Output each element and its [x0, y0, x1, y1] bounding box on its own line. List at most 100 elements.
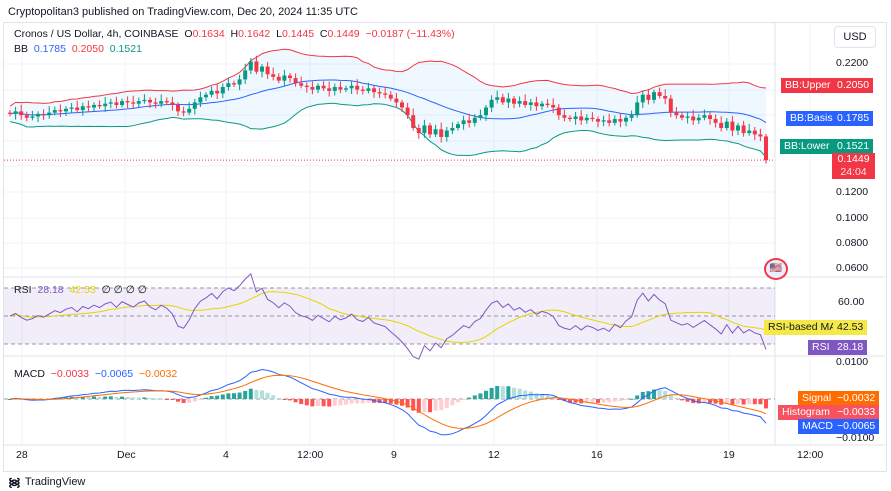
candle-body: [506, 98, 511, 103]
candle-body: [103, 103, 108, 107]
macd-histogram-bar: [114, 396, 119, 399]
macd-histogram-bar: [181, 399, 186, 403]
macd-tick: 0.0100: [836, 356, 869, 368]
candle-body: [668, 98, 673, 113]
bb-basis-value: 0.1785: [33, 43, 66, 55]
macd-histogram-bar: [433, 399, 438, 411]
candle-body: [293, 78, 298, 84]
candle-body: [159, 101, 164, 104]
candle-body: [254, 61, 259, 72]
macd-histogram-bar: [506, 386, 511, 399]
candle-body: [204, 94, 208, 98]
price-tick: 0.1200: [836, 186, 869, 198]
rsi-legend[interactable]: RSI 28.18 42.53 ∅ ∅ ∅ ∅: [14, 284, 147, 296]
rsi-ma-line: [9, 291, 767, 343]
macd-histogram-bar: [467, 397, 472, 399]
candle-body: [24, 115, 29, 118]
candle-body: [243, 70, 248, 80]
macd-histogram-bar: [472, 395, 477, 399]
macd-histogram-bar: [590, 399, 595, 403]
candle-body: [47, 112, 52, 116]
macd-histogram-bar: [159, 398, 164, 400]
candle-body: [456, 124, 460, 128]
macd-histogram-bar: [489, 387, 494, 399]
macd-histogram-bar: [232, 393, 236, 399]
rsi-ma-value: 42.53: [69, 284, 96, 296]
candle-body: [590, 117, 595, 120]
bb-fill: [10, 49, 766, 158]
rsi-line: [9, 273, 767, 360]
bb-legend[interactable]: BB 0.1785 0.2050 0.1521: [14, 43, 142, 55]
symbol-title[interactable]: Cronos / US Dollar, 4h, COINBASE: [14, 28, 179, 40]
l-label: L: [276, 28, 282, 40]
candle-body: [556, 107, 561, 116]
macd-histogram-bar: [170, 399, 175, 400]
macd-histogram-bar: [198, 399, 203, 400]
candle-body: [192, 102, 197, 109]
candle-body: [640, 94, 645, 103]
candle-body: [299, 83, 304, 86]
signal-tag-value: −0.0032: [833, 391, 880, 406]
macd-histogram-bar: [243, 390, 248, 399]
macd-histogram-bar: [394, 399, 399, 405]
macd-histogram-bar: [349, 399, 354, 404]
time-tick: 16: [591, 449, 603, 461]
candle-body: [478, 115, 483, 118]
candle-body: [601, 120, 606, 122]
rsi-tag-value: 28.18: [833, 340, 868, 355]
time-tick: 28: [16, 449, 28, 461]
macd-histogram-bar: [19, 398, 24, 400]
rsi-label: RSI: [14, 284, 32, 296]
candle-body: [696, 117, 701, 121]
macd-histogram-bar: [484, 390, 488, 399]
candle-body: [220, 87, 225, 94]
macd-histogram-bar: [316, 399, 320, 407]
macd-histogram-bar: [612, 399, 617, 402]
macd-signal-value: −0.0032: [138, 368, 178, 380]
macd-histogram-bar: [388, 399, 393, 404]
candle-body: [444, 130, 449, 137]
candle-body: [383, 93, 388, 95]
macd-histogram-bar: [288, 399, 292, 401]
macd-histogram-bar: [237, 392, 242, 399]
macd-histogram-bar: [629, 398, 634, 400]
footer-brand[interactable]: ᯼ TradingView: [8, 473, 85, 490]
bb-basis-tag-value: 0.1785: [833, 111, 874, 126]
candle-body: [562, 115, 567, 118]
signal-line: [9, 374, 767, 429]
candle-body: [80, 106, 85, 111]
bb-lower-tag-value: 0.1521: [833, 139, 874, 154]
candle-body: [629, 115, 634, 118]
low-value: 0.1445: [281, 28, 315, 40]
candle-body: [394, 98, 399, 103]
time-tick: 4: [223, 449, 229, 461]
candle-body: [752, 130, 757, 135]
macd-histogram-bar: [304, 399, 309, 406]
macd-tick: −0.0100: [836, 432, 875, 444]
macd-histogram-bar: [764, 399, 768, 409]
macd-histogram-bar: [478, 393, 483, 399]
candle-body: [612, 119, 617, 123]
currency-button[interactable]: USD: [834, 26, 876, 48]
macd-histogram-bar: [254, 389, 259, 399]
us-flag-event-icon[interactable]: 🇺🇸: [764, 258, 788, 280]
macd-histogram-bar: [332, 399, 337, 406]
candle-body: [433, 129, 438, 135]
candle-body: [120, 101, 124, 105]
macd-histogram-bar: [461, 399, 466, 400]
candle-body: [125, 101, 130, 103]
candle-body: [691, 116, 696, 121]
candle-body: [411, 115, 416, 128]
candle-body: [528, 102, 533, 105]
time-tick: Dec: [117, 449, 136, 461]
candle-body: [646, 94, 651, 100]
macd-histogram-bar: [528, 391, 533, 399]
macd-histogram-bar: [86, 396, 91, 399]
macd-histogram-bar: [153, 398, 158, 400]
macd-label: MACD: [14, 368, 45, 380]
macd-histogram-bar: [220, 394, 225, 399]
price-tick: 0.1000: [836, 212, 869, 224]
macd-legend[interactable]: MACD −0.0033 −0.0065 −0.0032: [14, 368, 177, 380]
macd-histogram-bar: [8, 399, 12, 400]
